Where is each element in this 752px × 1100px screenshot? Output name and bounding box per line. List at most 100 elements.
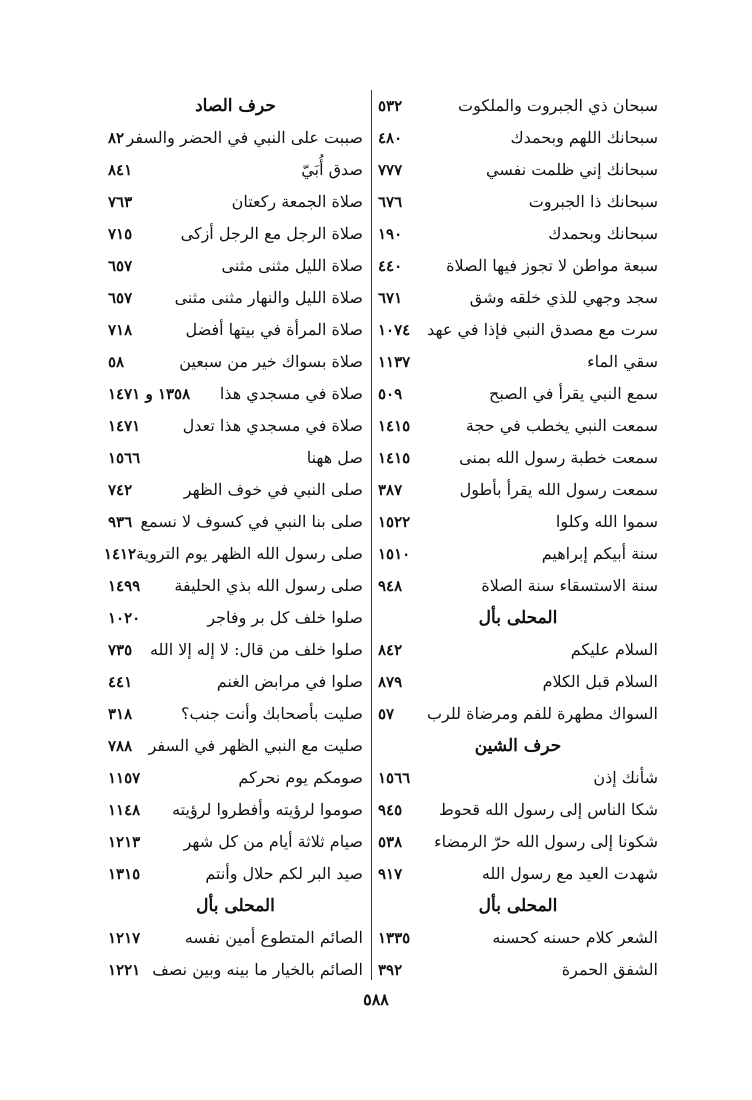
index-entry: سجد وجهي للذي خلقه وشق ٦٧١ <box>378 282 658 314</box>
index-entry: صيام ثلاثة أيام من كل شهر ١٢١٣ <box>108 826 363 858</box>
index-entry: سموا الله وكلوا ١٥٢٢ <box>378 506 658 538</box>
entry-number: ٨٤٢ <box>378 641 403 659</box>
index-entry: صلى رسول الله الظهر يوم التروية ١٤١٢ <box>104 538 363 570</box>
section-heading: المحلى بأل <box>478 608 558 628</box>
entry-number: ١١٣٧ <box>378 353 411 371</box>
entry-number: ٦٧١ <box>378 289 403 307</box>
index-entry: صلاة في مسجدي هذا ١٣٥٨ و ١٤٧١ <box>108 378 363 410</box>
entry-text: شهدت العيد مع رسول الله <box>481 864 658 883</box>
entry-text: سبحانك إني ظلمت نفسي <box>485 160 658 179</box>
entry-text: صلوا في مرابض الغنم <box>216 672 363 691</box>
index-entry: سرت مع مصدق النبي فإذا في عهد ١٠٧٤ <box>378 314 658 346</box>
index-entry: سمعت النبي يخطب في حجة ١٤١٥ <box>378 410 658 442</box>
entry-text: صلاة الليل والنهار مثنى مثنى <box>174 288 363 307</box>
index-entry: صيد البر لكم حلال وأنتم ١٣١٥ <box>108 858 363 890</box>
index-entry: صل ههنا ١٥٦٦ <box>108 442 363 474</box>
entry-text: صلى بنا النبي في كسوف لا نسمع <box>140 512 363 531</box>
entry-text: الشفق الحمرة <box>561 960 658 979</box>
entry-number: ٥٨ <box>108 353 125 371</box>
entry-number: ١٥١٠ <box>378 545 411 563</box>
entry-number: ١٥٢٢ <box>378 513 411 531</box>
entry-number: ٣٨٧ <box>378 481 403 499</box>
entry-text: الشعر كلام حسنه كحسنه <box>492 928 658 947</box>
entry-text: السلام عليكم <box>570 640 658 659</box>
entry-text: صلاة الليل مثنى مثنى <box>221 256 363 275</box>
entry-number: ٥٠٩ <box>378 385 403 403</box>
entry-text: سنة أبيكم إبراهيم <box>541 544 658 563</box>
index-entry: شأنك إذن ١٥٦٦ <box>378 762 658 794</box>
entry-number: ١٢١٧ <box>108 929 141 947</box>
entry-number: ١٣١٥ <box>108 865 141 883</box>
entry-number: ٦٥٧ <box>108 289 133 307</box>
entry-text: صومكم يوم نحركم <box>238 768 363 787</box>
entry-text: سبحان ذي الجبروت والملكوت <box>458 96 658 115</box>
section-heading: حرف الصاد <box>195 96 276 116</box>
entry-number: ١٣٣٥ <box>378 929 411 947</box>
entry-text: الصائم بالخيار ما بينه وبين نصف <box>152 960 363 979</box>
entry-number: ٧٨٨ <box>108 737 133 755</box>
entry-text: صلى رسول الله الظهر يوم التروية <box>136 544 363 563</box>
index-entry: شهدت العيد مع رسول الله ٩١٧ <box>378 858 658 890</box>
entry-number: ٩٤٥ <box>378 801 403 819</box>
index-entry: صلاة الليل مثنى مثنى ٦٥٧ <box>108 250 363 282</box>
entry-text: صيد البر لكم حلال وأنتم <box>205 864 363 883</box>
entry-text: السلام قبل الكلام <box>542 672 658 691</box>
entry-text: السواك مطهرة للفم ومرضاة للرب <box>426 704 658 723</box>
entry-text: سبحانك وبحمدك <box>548 224 658 243</box>
index-column-left: حرف الصاد صببت على النبي في الحضر والسفر ٨… <box>104 90 363 986</box>
index-entry: السلام قبل الكلام ٨٧٩ <box>378 666 658 698</box>
index-entry: سنة أبيكم إبراهيم ١٥١٠ <box>378 538 658 570</box>
index-entry: سبحانك إني ظلمت نفسي ٧٧٧ <box>378 154 658 186</box>
index-entry: صلى رسول الله بذي الحليفة ١٤٩٩ <box>108 570 363 602</box>
entry-number: ٧٤٢ <box>108 481 133 499</box>
entry-text: صيام ثلاثة أيام من كل شهر <box>183 832 363 851</box>
entry-number: ١٥٦٦ <box>378 769 411 787</box>
entry-number: ٧١٥ <box>108 225 133 243</box>
index-entry: السلام عليكم ٨٤٢ <box>378 634 658 666</box>
index-entry: سبحان ذي الجبروت والملكوت ٥٣٢ <box>378 90 658 122</box>
entry-text: صلاة المرأة في بيتها أفضل <box>185 320 363 339</box>
entry-text: سقي الماء <box>587 352 658 371</box>
index-entry: صلاة الرجل مع الرجل أزكى ٧١٥ <box>108 218 363 250</box>
entry-text: صلوا خلف من قال: لا إله إلا الله <box>149 640 363 659</box>
entry-text: صلى رسول الله بذي الحليفة <box>174 576 363 595</box>
column-divider <box>371 90 372 980</box>
entry-text: شأنك إذن <box>593 768 658 787</box>
index-entry: شكا الناس إلى رسول الله قحوط ٩٤٥ <box>378 794 658 826</box>
entry-number: ١٢١٣ <box>108 833 141 851</box>
index-entry: الشفق الحمرة ٣٩٢ <box>378 954 658 986</box>
index-column-right: سبحان ذي الجبروت والملكوت ٥٣٢ سبحانك اللهم… <box>378 90 658 986</box>
entry-text: صوموا لرؤيته وأفطروا لرؤيته <box>172 800 363 819</box>
entry-text: سجد وجهي للذي خلقه وشق <box>469 288 658 307</box>
entry-number: ٣١٨ <box>108 705 133 723</box>
entry-text: سبعة مواطن لا تجوز فيها الصلاة <box>446 256 658 275</box>
index-entry: شكونا إلى رسول الله حرّ الرمضاء ٥٣٨ <box>378 826 658 858</box>
entry-number: ١١٤٨ <box>108 801 141 819</box>
entry-number: ١٤١٥ <box>378 417 411 435</box>
index-entry: صوموا لرؤيته وأفطروا لرؤيته ١١٤٨ <box>108 794 363 826</box>
entry-number: ١٠٧٤ <box>378 321 411 339</box>
index-entry: صلاة المرأة في بيتها أفضل ٧١٨ <box>108 314 363 346</box>
entry-number: ١٤٩٩ <box>108 577 141 595</box>
index-entry: سمعت خطبة رسول الله بمنى ١٤١٥ <box>378 442 658 474</box>
index-entry: صلاة الليل والنهار مثنى مثنى ٦٥٧ <box>108 282 363 314</box>
index-entry: صليت بأصحابك وأنت جنب؟ ٣١٨ <box>108 698 363 730</box>
entry-text: صليت مع النبي الظهر في السفر <box>148 736 363 755</box>
index-entry: سقي الماء ١١٣٧ <box>378 346 658 378</box>
entry-number: ٧٧٧ <box>378 161 403 179</box>
entry-text: سموا الله وكلوا <box>555 512 658 531</box>
index-entry: صليت مع النبي الظهر في السفر ٧٨٨ <box>108 730 363 762</box>
entry-text: سمع النبي يقرأ في الصبح <box>489 384 658 403</box>
index-entry: الصائم بالخيار ما بينه وبين نصف ١٢٢١ <box>108 954 363 986</box>
index-entry: صدق أُبَيّ ٨٤١ <box>108 154 363 186</box>
entry-number: ٩٤٨ <box>378 577 403 595</box>
entry-number: ٨٧٩ <box>378 673 403 691</box>
entry-number: ٤٨٠ <box>378 129 403 147</box>
section-heading: المحلى بأل <box>478 896 558 916</box>
entry-number: ٤٤٠ <box>378 257 403 275</box>
index-entry: صلاة الجمعة ركعتان ٧٦٣ <box>108 186 363 218</box>
entry-text: سمعت خطبة رسول الله بمنى <box>459 448 658 467</box>
entry-text: صلوا خلف كل بر وفاجر <box>207 608 363 627</box>
entry-number: ٦٥٧ <box>108 257 133 275</box>
index-entry: سبحانك ذا الجبروت ٦٧٦ <box>378 186 658 218</box>
